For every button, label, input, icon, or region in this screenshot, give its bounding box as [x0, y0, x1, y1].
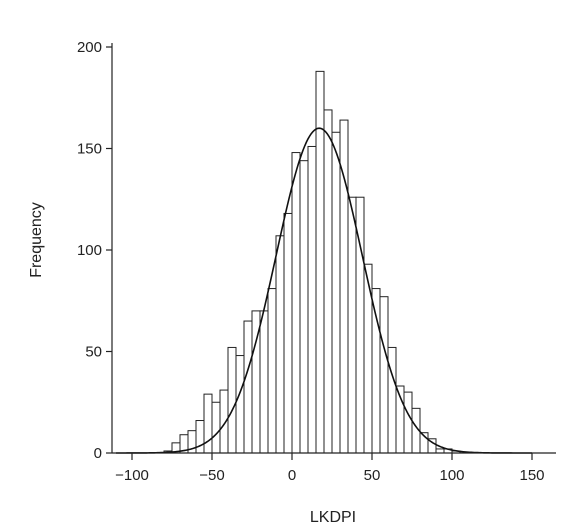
histogram-bar: [227, 346, 237, 454]
histogram-bar: [307, 145, 317, 454]
histogram-bar: [283, 212, 293, 454]
normal-fit-curve: [116, 127, 532, 454]
y-tick-label: 200: [77, 39, 102, 56]
x-tick-label: 100: [439, 467, 464, 484]
x-tick-label: −100: [115, 467, 149, 484]
histogram-bar: [211, 401, 221, 454]
x-tick-label: 50: [364, 467, 381, 484]
histogram-bar: [259, 310, 269, 454]
x-axis-ticks: −100 −50 0 50 100 150: [115, 453, 545, 484]
histogram-bar: [347, 196, 357, 454]
histogram-bar: [235, 355, 245, 454]
y-tick-label: 100: [77, 242, 102, 259]
histogram-bar: [203, 393, 213, 454]
x-axis-label: LKDPI: [310, 509, 356, 526]
y-axis-ticks: 0 50 100 150 200: [77, 39, 112, 462]
histogram-bar: [219, 389, 229, 454]
histogram-bar: [195, 420, 205, 454]
histogram-bar: [323, 109, 333, 454]
histogram-bar: [275, 235, 285, 454]
histogram-bar: [379, 296, 389, 454]
y-tick-label: 0: [94, 445, 102, 462]
histogram-bar: [243, 320, 253, 454]
y-tick-label: 150: [77, 141, 102, 158]
histogram-bar: [403, 391, 413, 454]
x-tick-label: 150: [519, 467, 544, 484]
y-axis-label: Frequency: [28, 202, 45, 278]
histogram-bar: [331, 131, 341, 454]
histogram-bar: [299, 160, 309, 454]
histogram-bar: [267, 288, 277, 454]
histogram-bar: [435, 448, 445, 454]
histogram-bar: [291, 152, 301, 454]
y-tick-label: 50: [85, 344, 102, 361]
x-tick-label: 0: [288, 467, 296, 484]
x-tick-label: −50: [199, 467, 224, 484]
histogram-bars: [163, 70, 461, 454]
